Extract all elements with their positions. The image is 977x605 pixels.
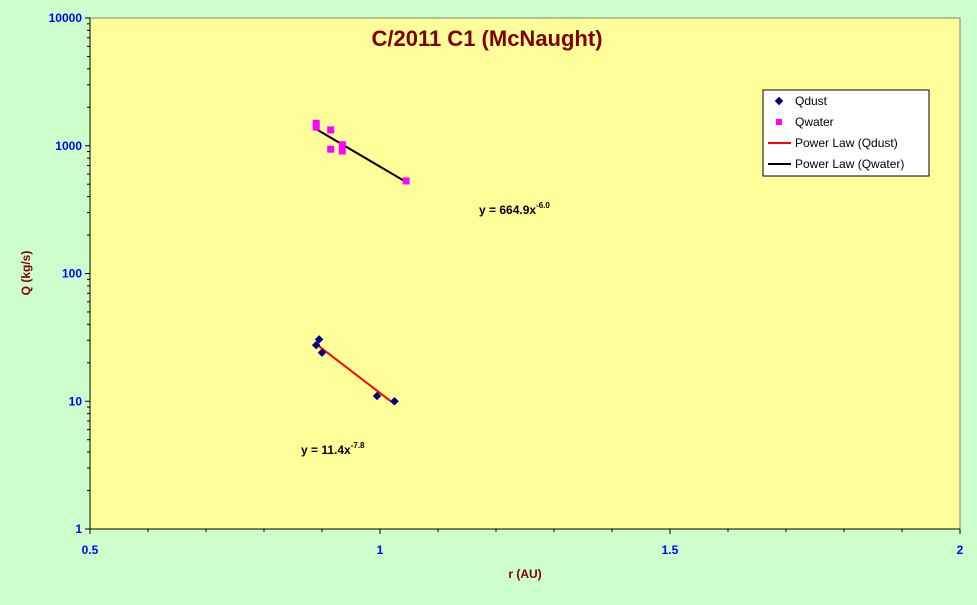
y-tick-label: 1 [75, 522, 82, 536]
trendline-power-law-qdust [315, 343, 396, 405]
y-tick-label: 1000 [55, 139, 82, 153]
data-point-qwater [312, 123, 320, 131]
data-point-qdust [317, 348, 327, 358]
x-tick-label: 1.5 [662, 543, 679, 557]
x-tick-label: 2 [957, 543, 964, 557]
equation-qwater-base: y = 664.9x [479, 203, 536, 217]
trendlines [315, 128, 407, 405]
trendline-power-law-qwater [315, 128, 407, 183]
legend-label-power-law-qdust: Power Law (Qdust) [795, 136, 898, 150]
data-point-qdust [372, 391, 382, 401]
legend-label-power-law-qwater: Power Law (Qwater) [795, 157, 904, 171]
data-point-qwater [327, 145, 335, 153]
legend-label-qwater: Qwater [795, 115, 834, 129]
data-point-qwater [327, 126, 335, 134]
y-tick-label: 100 [62, 267, 82, 281]
legend: Qdust Qwater Power Law (Qdust) Power Law… [762, 89, 930, 177]
legend-box [762, 89, 930, 177]
data-point-qdust [314, 335, 324, 344]
y-tick-label: 10000 [49, 11, 83, 25]
data-points [311, 119, 410, 406]
data-point-qwater [312, 119, 320, 127]
equation-qdust-exponent: -7.8 [351, 441, 365, 450]
data-point-qwater [338, 147, 346, 155]
y-axis-label: Q (kg/s) [19, 251, 33, 296]
data-point-qwater [402, 177, 410, 185]
legend-marker-qwater [776, 119, 782, 125]
data-point-qwater [338, 141, 346, 149]
x-axis-label: r (AU) [508, 567, 541, 581]
data-point-qdust [311, 340, 321, 350]
x-tick-label: 0.5 [82, 543, 99, 557]
trendline-equation-qdust: y = 11.4x-7.8 [301, 441, 365, 457]
trendline-equation-qwater: y = 664.9x-6.0 [479, 201, 550, 217]
chart-title: C/2011 C1 (McNaught) [371, 26, 602, 51]
legend-label-qdust: Qdust [795, 94, 828, 108]
equation-qwater-exponent: -6.0 [536, 201, 550, 210]
equation-qdust-base: y = 11.4x [301, 443, 351, 457]
y-tick-label: 10 [69, 394, 83, 408]
data-point-qdust [390, 396, 399, 406]
x-tick-label: 1 [377, 543, 384, 557]
